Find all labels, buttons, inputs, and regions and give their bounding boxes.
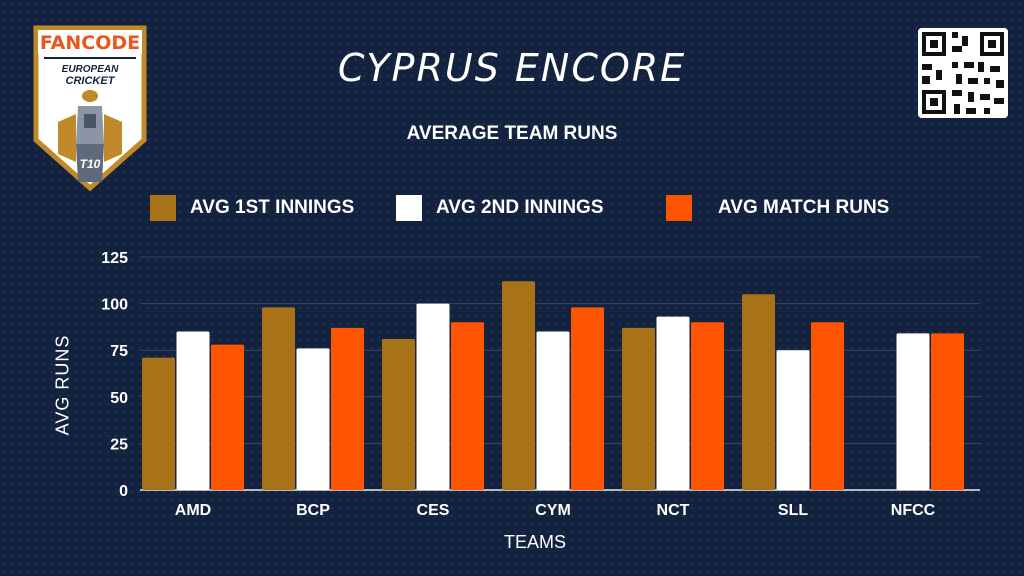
x-tick-label: CYM — [535, 502, 571, 519]
bar-amd-series-3 — [211, 344, 244, 490]
bar-bcp-series-3 — [331, 327, 364, 490]
legend-item-match-runs: AVG MATCH RUNS — [666, 193, 889, 223]
bar-nct-series-2 — [656, 316, 690, 490]
legend-item-2nd-innings: AVG 2ND INNINGS — [396, 193, 604, 223]
bar-bcp-series-1 — [262, 307, 295, 490]
legend-swatch-2nd-innings — [396, 195, 422, 221]
bar-cym-series-1 — [502, 281, 535, 490]
y-axis-title: AVG RUNS — [52, 334, 73, 436]
bar-ces-series-2 — [416, 303, 450, 490]
x-tick-label: NFCC — [891, 502, 936, 519]
legend-label-1st-innings: AVG 1ST INNINGS — [190, 197, 355, 218]
trophy-icon — [58, 90, 122, 182]
chart-legend: AVG 1ST INNINGS AVG 2ND INNINGS AVG MATC… — [0, 193, 1024, 223]
legend-swatch-1st-innings — [150, 195, 176, 221]
fancode-european-cricket-logo: FANCODE EUROPEAN CRICKET T10 — [33, 25, 147, 192]
qr-code-icon[interactable] — [918, 28, 1008, 118]
bar-nfcc-series-3 — [931, 333, 964, 490]
bar-sll-series-3 — [811, 322, 844, 490]
legend-label-match-runs: AVG MATCH RUNS — [718, 197, 890, 218]
y-tick-label: 25 — [110, 436, 128, 453]
bar-nct-series-3 — [691, 322, 724, 490]
bar-sll-series-2 — [776, 350, 810, 490]
logo-line-european: EUROPEAN — [62, 64, 119, 75]
bar-cym-series-2 — [536, 331, 570, 490]
y-tick-label: 125 — [101, 250, 128, 267]
chart-subtitle: AVERAGE TEAM RUNS — [406, 123, 618, 144]
logo-line-cricket: CRICKET — [66, 75, 116, 87]
legend-swatch-match-runs — [666, 195, 692, 221]
bar-ces-series-3 — [451, 322, 484, 490]
y-tick-label: 50 — [110, 390, 128, 407]
legend-item-1st-innings: AVG 1ST INNINGS — [150, 193, 354, 223]
bar-nfcc-series-2 — [896, 333, 930, 490]
bar-amd-series-2 — [176, 331, 210, 490]
x-tick-label: BCP — [296, 502, 330, 519]
x-tick-label: CES — [417, 502, 450, 519]
x-tick-label: AMD — [175, 502, 211, 519]
bar-cym-series-3 — [571, 307, 604, 490]
y-tick-label: 75 — [110, 343, 128, 360]
x-tick-label: SLL — [778, 502, 808, 519]
x-tick-label: NCT — [657, 502, 690, 519]
legend-label-2nd-innings: AVG 2ND INNINGS — [436, 197, 604, 218]
bar-ces-series-1 — [382, 339, 415, 490]
y-tick-label: 100 — [101, 297, 128, 314]
bar-bcp-series-2 — [296, 348, 330, 490]
x-axis-title: TEAMS — [503, 532, 566, 552]
logo-t10-badge: T10 — [80, 157, 101, 171]
chart-title: CYPRUS ENCORE — [337, 46, 687, 90]
logo-brand-text: FANCODE — [40, 32, 140, 54]
bar-sll-series-1 — [742, 294, 775, 490]
y-tick-label: 0 — [119, 483, 128, 500]
bar-nct-series-1 — [622, 327, 655, 490]
bar-amd-series-1 — [142, 357, 175, 490]
